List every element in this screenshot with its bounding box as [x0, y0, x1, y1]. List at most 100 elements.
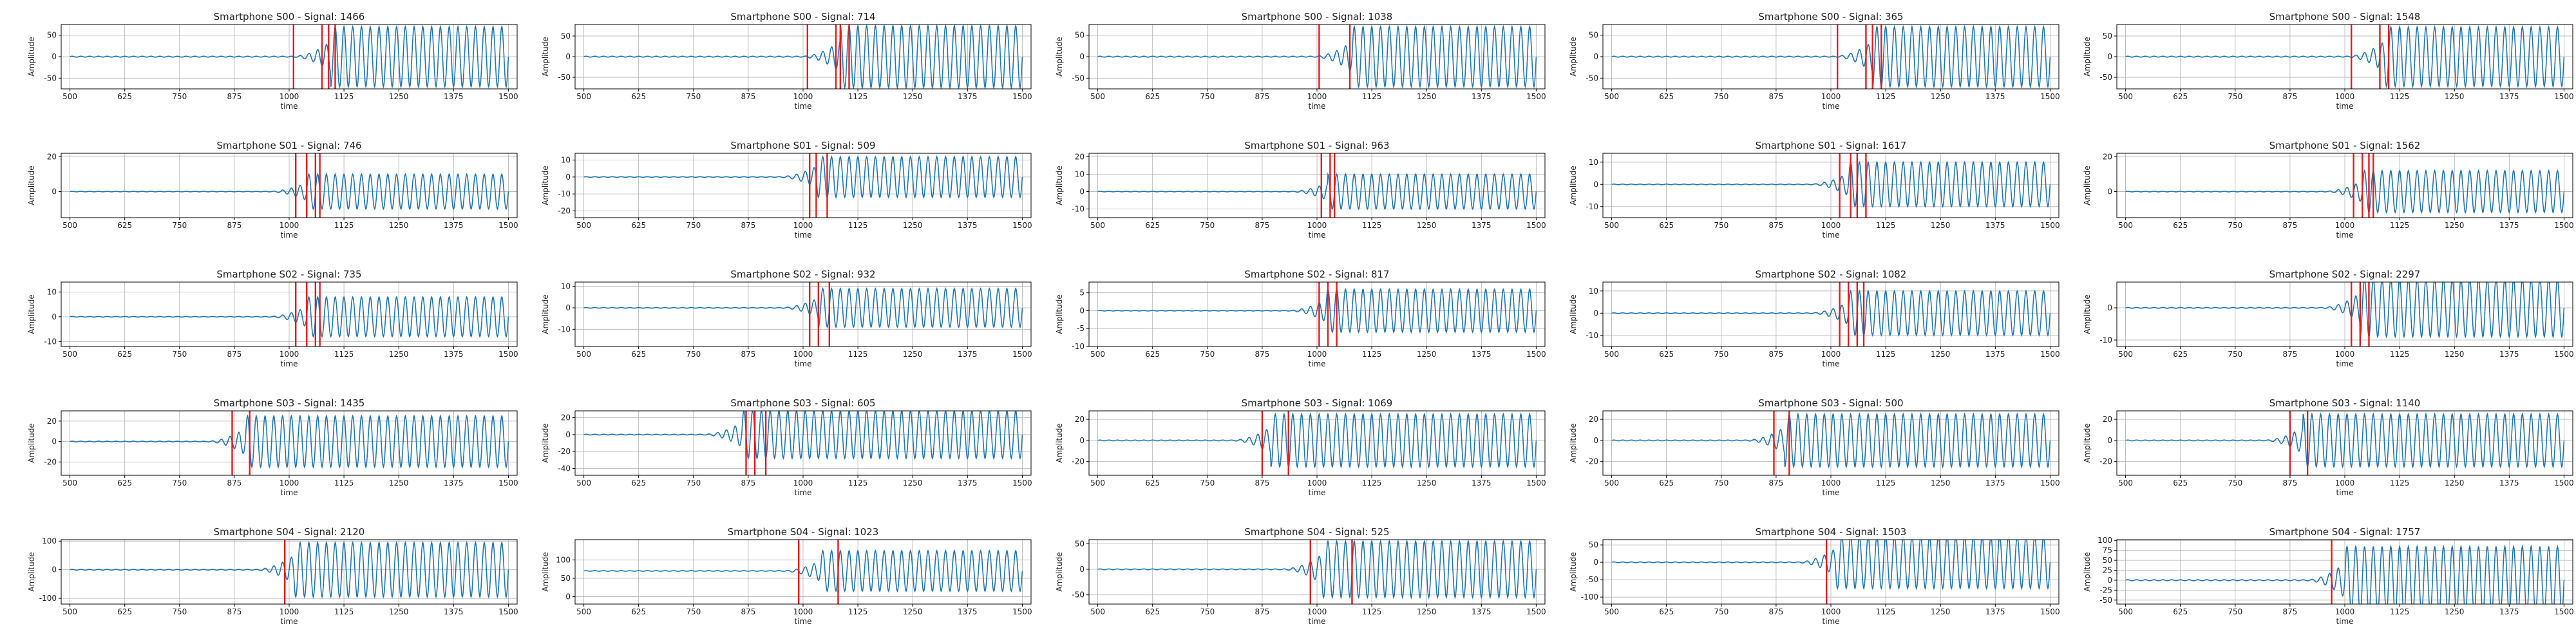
x-tick-label: 1500 [2040, 350, 2060, 359]
y-tick-label: 0 [1079, 52, 1084, 61]
y-axis-label: Amplitude [541, 423, 550, 463]
y-tick-label: 20 [1075, 152, 1084, 161]
signal-line [2125, 24, 2565, 89]
x-tick-label: 625 [2173, 350, 2188, 359]
subplot: 500 625 750 875 1000 1125 1250 1375 1500 -50 0 50 Sm… [27, 11, 518, 111]
y-tick-label: 0 [2107, 576, 2112, 585]
subplot-title: Smartphone S02 - Signal: 932 [730, 269, 875, 280]
y-axis-label: Amplitude [1055, 294, 1064, 334]
x-tick-label: 1000 [2335, 478, 2355, 488]
subplot: 500 625 750 875 1000 1125 1250 1375 1500 -20 0 20 Sm… [27, 397, 518, 497]
x-tick-label: 875 [1768, 221, 1783, 230]
x-tick-label: 1000 [279, 607, 299, 616]
x-tick-label: 750 [686, 350, 701, 359]
x-tick-label: 1125 [1362, 92, 1382, 101]
x-tick-label: 1125 [1876, 607, 1896, 616]
y-tick-label: 0 [1593, 52, 1598, 61]
x-tick-label: 500 [62, 478, 77, 488]
subplot: 500 625 750 875 1000 1125 1250 1375 1500 -20 0 20 Sm… [1055, 397, 1546, 497]
y-tick-label: 50 [2103, 556, 2112, 565]
y-tick-label: 0 [52, 312, 57, 321]
signal-line [1097, 172, 1537, 211]
x-tick-label: 875 [1768, 92, 1783, 101]
x-tick-label: 500 [1604, 350, 1619, 359]
signal-line [1611, 540, 2051, 591]
subplot: 500 625 750 875 1000 1125 1250 1375 1500 0 50 100 Sm… [541, 526, 1032, 626]
subplot-title: Smartphone S03 - Signal: 500 [1758, 397, 1903, 409]
x-tick-label: 875 [741, 478, 755, 488]
y-tick-label: -20 [1072, 457, 1084, 466]
y-tick-label: 20 [561, 413, 571, 422]
x-tick-label: 1500 [1012, 607, 1032, 616]
x-tick-label: 875 [2282, 350, 2297, 359]
subplot: 500 625 750 875 1000 1125 1250 1375 1500 -20 -10 0 1… [541, 140, 1032, 240]
x-tick-label: 1375 [2499, 478, 2519, 488]
x-tick-label: 1250 [389, 350, 409, 359]
y-axis-label: Amplitude [27, 552, 36, 592]
x-axis-label: time [2336, 359, 2353, 368]
x-tick-label: 1250 [389, 478, 409, 488]
x-tick-label: 500 [576, 350, 591, 359]
x-axis-label: time [794, 359, 811, 368]
x-tick-label: 750 [2228, 478, 2242, 488]
x-tick-label: 875 [227, 478, 242, 488]
y-axis-label: Amplitude [2083, 552, 2092, 592]
subplot-title: Smartphone S00 - Signal: 1038 [1242, 11, 1393, 23]
y-tick-label: -100 [1581, 592, 1598, 601]
y-tick-label: 0 [52, 187, 57, 196]
y-tick-label: 50 [1075, 539, 1084, 548]
x-tick-label: 625 [117, 221, 132, 230]
x-tick-label: 1000 [1821, 478, 1841, 488]
x-axis-label: time [794, 488, 811, 497]
y-tick-label: -10 [44, 337, 57, 346]
subplot-title: Smartphone S01 - Signal: 963 [1244, 140, 1389, 151]
x-tick-label: 1250 [903, 350, 923, 359]
x-tick-label: 625 [1659, 607, 1674, 616]
x-tick-label: 875 [227, 92, 242, 101]
x-tick-label: 750 [172, 221, 187, 230]
x-axis-label: time [280, 231, 298, 240]
x-tick-label: 1375 [2499, 607, 2519, 616]
y-tick-label: 25 [2103, 566, 2112, 575]
x-tick-label: 625 [117, 350, 132, 359]
x-tick-label: 1125 [1362, 221, 1382, 230]
x-tick-label: 1000 [793, 607, 813, 616]
x-tick-label: 1500 [2554, 221, 2574, 230]
signal-line [1097, 287, 1537, 334]
signal-line [583, 24, 1023, 89]
x-tick-label: 750 [1714, 607, 1728, 616]
x-tick-label: 1375 [958, 478, 978, 488]
subplot-title: Smartphone S04 - Signal: 525 [1244, 526, 1389, 538]
x-tick-label: 1375 [1472, 350, 1492, 359]
x-tick-label: 1250 [2445, 350, 2465, 359]
x-tick-label: 625 [1659, 221, 1674, 230]
y-tick-label: 10 [1075, 169, 1084, 178]
x-tick-label: 875 [2282, 607, 2297, 616]
x-tick-label: 1500 [1526, 92, 1546, 101]
subplot: 500 625 750 875 1000 1125 1250 1375 1500 -50 0 50 Sm… [1569, 11, 2060, 111]
x-tick-label: 750 [686, 607, 701, 616]
x-tick-label: 1125 [334, 607, 354, 616]
y-tick-label: 5 [1079, 289, 1084, 298]
x-tick-label: 625 [631, 221, 646, 230]
y-tick-label: 100 [556, 555, 571, 564]
x-tick-label: 500 [62, 607, 77, 616]
subplot: 500 625 750 875 1000 1125 1250 1375 1500 -10 0 Smar… [2083, 269, 2574, 368]
subplot-title: Smartphone S01 - Signal: 1617 [1756, 140, 1907, 151]
x-tick-label: 1250 [2445, 92, 2465, 101]
x-tick-label: 1375 [444, 350, 464, 359]
subplot: 500 625 750 875 1000 1125 1250 1375 1500 -50 -2502… [2083, 526, 2574, 626]
y-tick-label: 0 [565, 430, 571, 439]
y-axis-label: Amplitude [1055, 423, 1064, 463]
x-tick-label: 1125 [1876, 92, 1896, 101]
x-tick-label: 1000 [2335, 221, 2355, 230]
x-tick-label: 1250 [1417, 92, 1437, 101]
x-tick-label: 1000 [279, 221, 299, 230]
y-tick-label: 20 [1589, 415, 1598, 424]
x-axis-label: time [1822, 359, 1839, 368]
signal-line [1097, 24, 1537, 89]
x-tick-label: 1500 [498, 607, 518, 616]
y-tick-label: -50 [1586, 575, 1598, 584]
x-tick-label: 1500 [2040, 92, 2060, 101]
subplot-title: Smartphone S01 - Signal: 509 [730, 140, 875, 151]
